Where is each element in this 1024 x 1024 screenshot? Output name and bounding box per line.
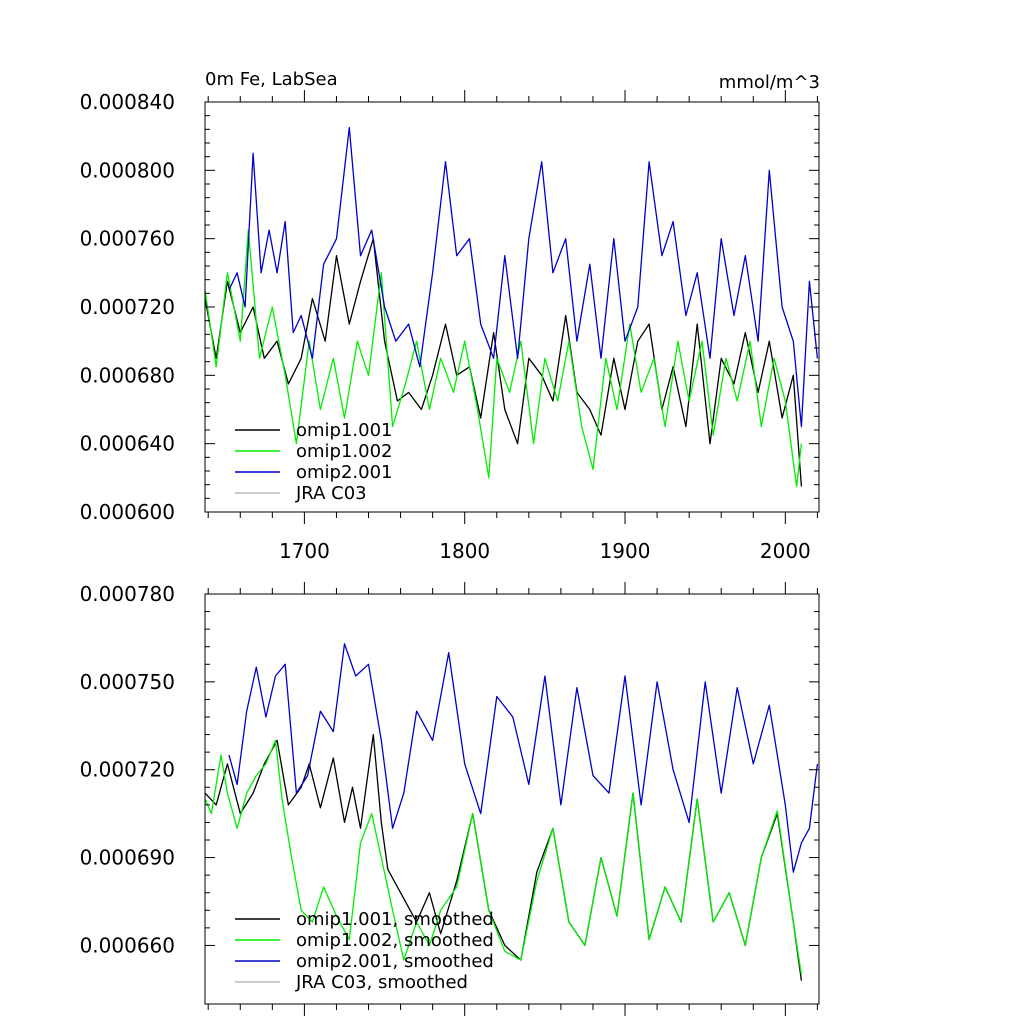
top-title-right: mmol/m^3: [719, 72, 820, 93]
bottom-panel: 0.000660 0.000690 0.000720 0.000750 0.000780…: [80, 582, 820, 1016]
bottom-legend-label-omip1-001: omip1.001, smoothed: [296, 909, 494, 930]
top-xtick-label: 1700: [279, 539, 330, 563]
top-ytick-label: 0.000600: [80, 500, 175, 524]
bottom-ytick-label: 0.000720: [80, 758, 175, 782]
bottom-ticks-group: 0.000660 0.000690 0.000720 0.000750 0.000780: [80, 582, 819, 1016]
bottom-legend-label-jra-c03: JRA C03, smoothed: [295, 972, 468, 993]
bottom-ytick-label: 0.000780: [80, 582, 175, 606]
top-title-left: 0m Fe, LabSea: [205, 69, 338, 90]
top-ytick-label: 0.000840: [80, 90, 175, 114]
bottom-series-omip2-001: [228, 643, 819, 873]
bottom-plot-frame: [204, 593, 820, 1005]
top-series-omip1-001: [204, 238, 803, 487]
bottom-series-omip1-002: [204, 739, 803, 975]
top-xtick-label: 2000: [760, 539, 811, 563]
top-series-group: [204, 126, 819, 488]
top-ytick-label: 0.000760: [80, 227, 175, 251]
top-xtick-label: 1800: [439, 539, 490, 563]
top-legend-label-omip2-001: omip2.001: [296, 462, 393, 483]
top-legend-label-omip1-001: omip1.001: [296, 420, 393, 441]
bottom-legend-label-omip2-001: omip2.001, smoothed: [296, 951, 494, 972]
top-legend-label-jra-c03: JRA C03: [295, 483, 367, 504]
top-xtick-label: 1900: [600, 539, 651, 563]
top-series-omip1-002: [204, 229, 803, 488]
bottom-series-group: [204, 643, 819, 981]
top-ytick-label: 0.000720: [80, 295, 175, 319]
bottom-ytick-label: 0.000690: [80, 846, 175, 870]
top-ticks-group: 0.000600 0.000640 0.000680 0.000720 0.000760…: [80, 90, 819, 563]
top-ytick-label: 0.000680: [80, 363, 175, 387]
top-legend-label-omip1-002: omip1.002: [296, 441, 393, 462]
bottom-legend-label-omip1-002: omip1.002, smoothed: [296, 930, 494, 951]
bottom-ytick-label: 0.000750: [80, 670, 175, 694]
top-panel: 0m Fe, LabSea mmol/m^3 0.0006000.0006400…: [80, 69, 820, 563]
bottom-ytick-label: 0.000660: [80, 933, 175, 957]
top-ytick-label: 0.000640: [80, 432, 175, 456]
top-series-omip2-001: [228, 126, 819, 428]
top-ytick-label: 0.000800: [80, 158, 175, 182]
